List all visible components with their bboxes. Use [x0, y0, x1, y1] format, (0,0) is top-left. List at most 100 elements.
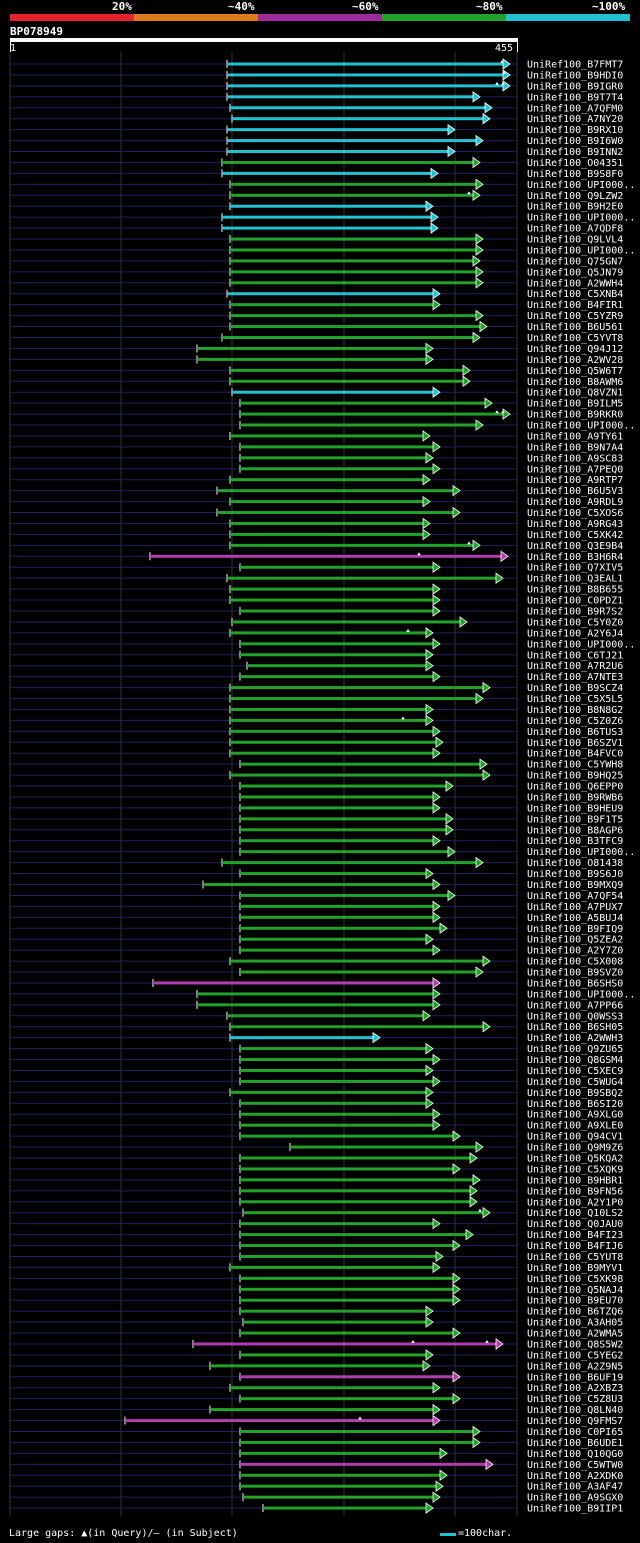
hit-bar[interactable]: [230, 478, 424, 482]
hit-bar[interactable]: [240, 1473, 441, 1477]
hit-label[interactable]: UniRef100_Q8LN40: [527, 1405, 623, 1416]
hit-label[interactable]: UniRef100_A9SC83: [527, 453, 623, 464]
hit-bar[interactable]: [203, 883, 434, 886]
hit-bar[interactable]: [230, 773, 484, 777]
hit-bar[interactable]: [230, 500, 424, 504]
hit-bar[interactable]: [227, 73, 504, 77]
hit-bar[interactable]: [230, 740, 437, 744]
hit-label[interactable]: UniRef100_C5YEG2: [527, 1350, 623, 1361]
hit-bar[interactable]: [240, 456, 427, 460]
hit-label[interactable]: UniRef100_A7R2U6: [527, 661, 623, 672]
hit-label[interactable]: UniRef100_B9I6W0: [527, 136, 623, 147]
hit-label[interactable]: UniRef100_B9IIP1: [527, 1504, 623, 1515]
hit-bar[interactable]: [230, 193, 474, 197]
hit-bar[interactable]: [240, 784, 447, 788]
hit-label[interactable]: UniRef100_B9T7T4: [527, 92, 623, 103]
hit-label[interactable]: UniRef100_B6U561: [527, 322, 623, 333]
hit-bar[interactable]: [240, 445, 434, 449]
hit-bar[interactable]: [240, 1058, 434, 1062]
hit-bar[interactable]: [240, 412, 504, 416]
hit-label[interactable]: UniRef100_B3H6R4: [527, 552, 623, 563]
hit-bar[interactable]: [232, 117, 484, 121]
hit-bar[interactable]: [197, 357, 427, 361]
hit-label[interactable]: UniRef100_B9S6J0: [527, 869, 623, 880]
hit-label[interactable]: UniRef100_Q9LZW2: [527, 191, 623, 202]
hit-bar[interactable]: [240, 467, 434, 471]
hit-bar[interactable]: [230, 521, 424, 525]
hit-bar[interactable]: [240, 1309, 427, 1313]
hit-bar[interactable]: [230, 751, 434, 755]
hit-label[interactable]: UniRef100_A2WWH4: [527, 278, 623, 289]
hit-bar[interactable]: [240, 642, 434, 646]
hit-bar[interactable]: [227, 576, 497, 580]
hit-label[interactable]: UniRef100_Q5KQA2: [527, 1154, 623, 1165]
hit-label[interactable]: UniRef100_A7NY20: [527, 114, 623, 125]
hit-bar[interactable]: [227, 128, 449, 132]
hit-bar[interactable]: [290, 1145, 477, 1149]
hit-bar[interactable]: [230, 1090, 427, 1094]
hit-label[interactable]: UniRef100_B9HEU9: [527, 803, 623, 814]
hit-bar[interactable]: [240, 1112, 434, 1116]
hit-bar[interactable]: [240, 675, 434, 679]
hit-label[interactable]: UniRef100_O04351: [527, 158, 623, 169]
hit-bar[interactable]: [240, 1397, 454, 1401]
hit-label[interactable]: UniRef100_O81438: [527, 858, 623, 869]
hit-bar[interactable]: [230, 182, 477, 186]
hit-label[interactable]: UniRef100_UPI000..: [527, 180, 635, 191]
hit-bar[interactable]: [240, 1298, 454, 1302]
hit-label[interactable]: UniRef100_B8B655: [527, 585, 623, 596]
hit-bar[interactable]: [240, 1079, 434, 1083]
hit-bar[interactable]: [263, 1506, 427, 1510]
hit-label[interactable]: UniRef100_B9HDI0: [527, 70, 623, 81]
hit-label[interactable]: UniRef100_B9SCZ4: [527, 683, 623, 694]
hit-bar[interactable]: [247, 664, 427, 668]
hit-label[interactable]: UniRef100_B9R7S2: [527, 607, 623, 618]
hit-label[interactable]: UniRef100_B4FVC0: [527, 749, 623, 760]
hit-bar[interactable]: [240, 1222, 434, 1226]
hit-bar[interactable]: [227, 139, 477, 143]
hit-label[interactable]: UniRef100_B9FN56: [527, 1186, 623, 1197]
hit-bar[interactable]: [240, 653, 427, 657]
hit-bar[interactable]: [153, 981, 434, 985]
hit-label[interactable]: UniRef100_B9HQ25: [527, 771, 623, 782]
hit-bar[interactable]: [240, 1068, 427, 1072]
hit-label[interactable]: UniRef100_B9RKR0: [527, 410, 623, 421]
hit-label[interactable]: UniRef100_Q8S5W2: [527, 1339, 623, 1350]
hit-bar[interactable]: [197, 346, 427, 350]
hit-bar[interactable]: [197, 1003, 434, 1007]
hit-bar[interactable]: [230, 237, 477, 241]
hit-label[interactable]: UniRef100_Q94J12: [527, 344, 623, 355]
hit-bar[interactable]: [240, 1353, 427, 1357]
hit-bar[interactable]: [240, 893, 449, 897]
hit-bar[interactable]: [240, 565, 434, 569]
hit-bar[interactable]: [240, 1276, 454, 1280]
hit-label[interactable]: UniRef100_A9TY61: [527, 431, 623, 442]
hit-label[interactable]: UniRef100_B6SZV1: [527, 738, 623, 749]
hit-label[interactable]: UniRef100_Q5ZEA2: [527, 935, 623, 946]
hit-bar[interactable]: [240, 850, 449, 854]
hit-bar[interactable]: [230, 368, 464, 372]
hit-bar[interactable]: [240, 1451, 441, 1455]
hit-bar[interactable]: [230, 631, 427, 635]
hit-bar[interactable]: [230, 106, 486, 110]
hit-label[interactable]: UniRef100_B4FIJ6: [527, 1241, 623, 1252]
hit-bar[interactable]: [230, 204, 427, 208]
hit-label[interactable]: UniRef100_Q8GSM4: [527, 1055, 623, 1066]
hit-bar[interactable]: [230, 325, 481, 329]
hit-label[interactable]: UniRef100_B9HBR1: [527, 1175, 623, 1186]
hit-label[interactable]: UniRef100_B9RX10: [527, 125, 623, 136]
hit-bar[interactable]: [240, 828, 447, 832]
hit-bar[interactable]: [240, 904, 434, 908]
hit-label[interactable]: UniRef100_B6SHS0: [527, 978, 623, 989]
hit-label[interactable]: UniRef100_B9RWB6: [527, 792, 623, 803]
hit-label[interactable]: UniRef100_Q9M9Z6: [527, 1143, 623, 1154]
hit-bar[interactable]: [230, 248, 477, 252]
hit-label[interactable]: UniRef100_B6UF19: [527, 1372, 623, 1383]
hit-bar[interactable]: [230, 1036, 374, 1040]
hit-label[interactable]: UniRef100_B7FMT7: [527, 60, 623, 71]
hit-bar[interactable]: [232, 620, 461, 624]
hit-label[interactable]: UniRef100_A2WMA5: [527, 1329, 623, 1340]
hit-bar[interactable]: [240, 1440, 474, 1444]
hit-bar[interactable]: [240, 401, 486, 405]
hit-label[interactable]: UniRef100_A9XLE0: [527, 1121, 623, 1132]
